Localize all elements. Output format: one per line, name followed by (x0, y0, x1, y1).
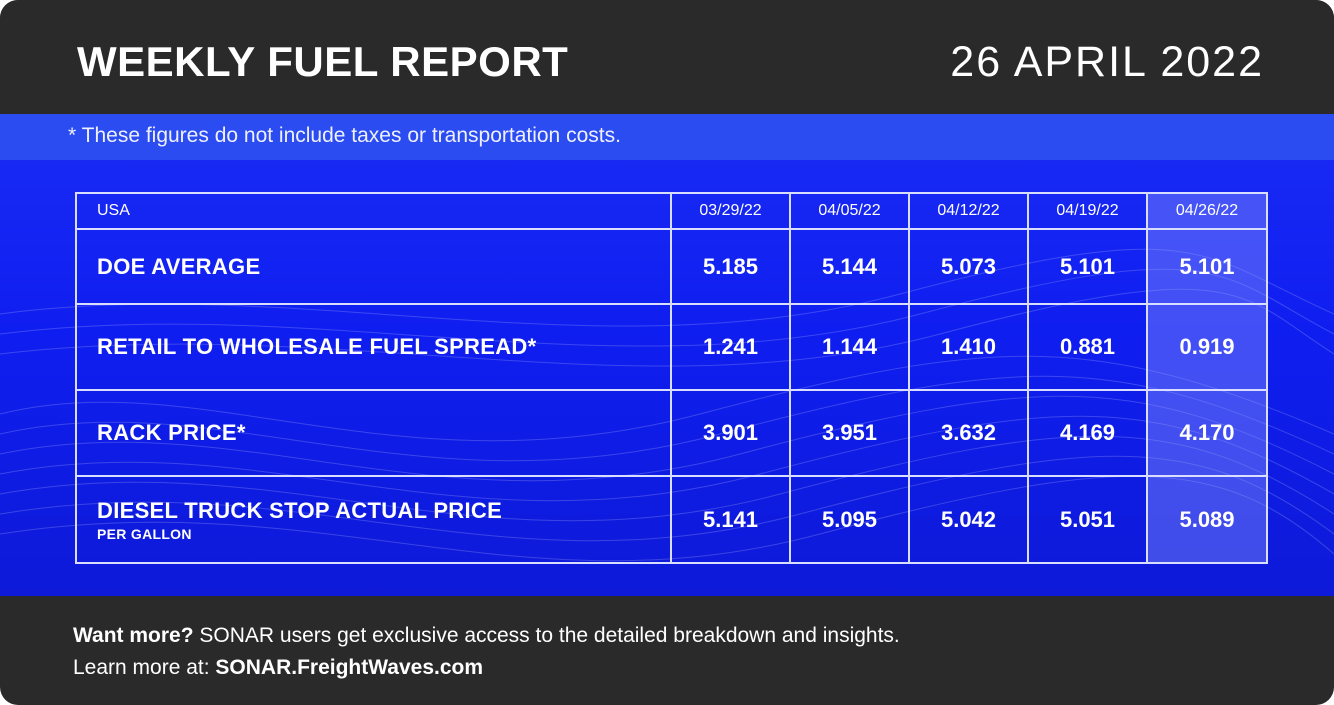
price-cell-current: 5.101 (1146, 228, 1268, 305)
table-row: DIESEL TRUCK STOP ACTUAL PRICE PER GALLO… (75, 475, 1268, 564)
price-cell: 5.144 (789, 228, 910, 305)
promo-lead: Want more? (73, 624, 194, 647)
report-date: 26 APRIL 2022 (950, 38, 1264, 86)
row-label: RETAIL TO WHOLESALE FUEL SPREAD* (75, 303, 672, 391)
price-cell: 5.185 (670, 228, 791, 305)
date-header: 04/19/22 (1027, 192, 1148, 230)
price-cell: 3.951 (789, 389, 910, 477)
tax-disclaimer: * These figures do not include taxes or … (68, 124, 621, 147)
table-header-row: USA 03/29/22 04/05/22 04/12/22 04/19/22 … (75, 192, 1268, 230)
table-row: RETAIL TO WHOLESALE FUEL SPREAD* 1.241 1… (75, 303, 1268, 391)
footer-promo: Want more? SONAR users get exclusive acc… (73, 620, 900, 684)
date-header: 04/12/22 (908, 192, 1029, 230)
price-cell: 5.141 (670, 475, 791, 564)
report-body: * These figures do not include taxes or … (0, 114, 1334, 596)
table-row: RACK PRICE* 3.901 3.951 3.632 4.169 4.17… (75, 389, 1268, 477)
report-title: WEEKLY FUEL REPORT (77, 38, 569, 85)
table-row: DOE AVERAGE 5.185 5.144 5.073 5.101 5.10… (75, 228, 1268, 305)
price-cell: 5.051 (1027, 475, 1148, 564)
price-cell: 3.901 (670, 389, 791, 477)
promo-link-line: Learn more at: SONAR.FreightWaves.com (73, 652, 900, 684)
price-cell: 5.101 (1027, 228, 1148, 305)
price-cell: 4.169 (1027, 389, 1148, 477)
row-sublabel: PER GALLON (97, 525, 192, 542)
row-label: DOE AVERAGE (75, 228, 672, 305)
sonar-link[interactable]: SONAR.FreightWaves.com (215, 656, 484, 679)
promo-line: Want more? SONAR users get exclusive acc… (73, 620, 900, 652)
date-header: 04/05/22 (789, 192, 910, 230)
price-cell: 5.073 (908, 228, 1029, 305)
row-label-cell: DIESEL TRUCK STOP ACTUAL PRICE PER GALLO… (75, 475, 672, 564)
fuel-price-table: USA 03/29/22 04/05/22 04/12/22 04/19/22 … (75, 192, 1268, 564)
price-cell: 5.095 (789, 475, 910, 564)
price-cell: 0.881 (1027, 303, 1148, 391)
promo-link-prefix: Learn more at: (73, 656, 216, 679)
row-label: RACK PRICE* (75, 389, 672, 477)
notice-bar: * These figures do not include taxes or … (0, 114, 1334, 160)
price-cell-current: 5.089 (1146, 475, 1268, 564)
date-header-current: 04/26/22 (1146, 192, 1268, 230)
price-cell: 5.042 (908, 475, 1029, 564)
date-header: 03/29/22 (670, 192, 791, 230)
row-label: DIESEL TRUCK STOP ACTUAL PRICE (97, 497, 503, 523)
promo-text: SONAR users get exclusive access to the … (193, 624, 900, 647)
price-cell-current: 4.170 (1146, 389, 1268, 477)
header: WEEKLY FUEL REPORT 26 APRIL 2022 (0, 0, 1334, 114)
price-cell: 1.144 (789, 303, 910, 391)
price-cell: 1.410 (908, 303, 1029, 391)
price-cell-current: 0.919 (1146, 303, 1268, 391)
price-cell: 3.632 (908, 389, 1029, 477)
region-header: USA (75, 192, 672, 230)
price-cell: 1.241 (670, 303, 791, 391)
